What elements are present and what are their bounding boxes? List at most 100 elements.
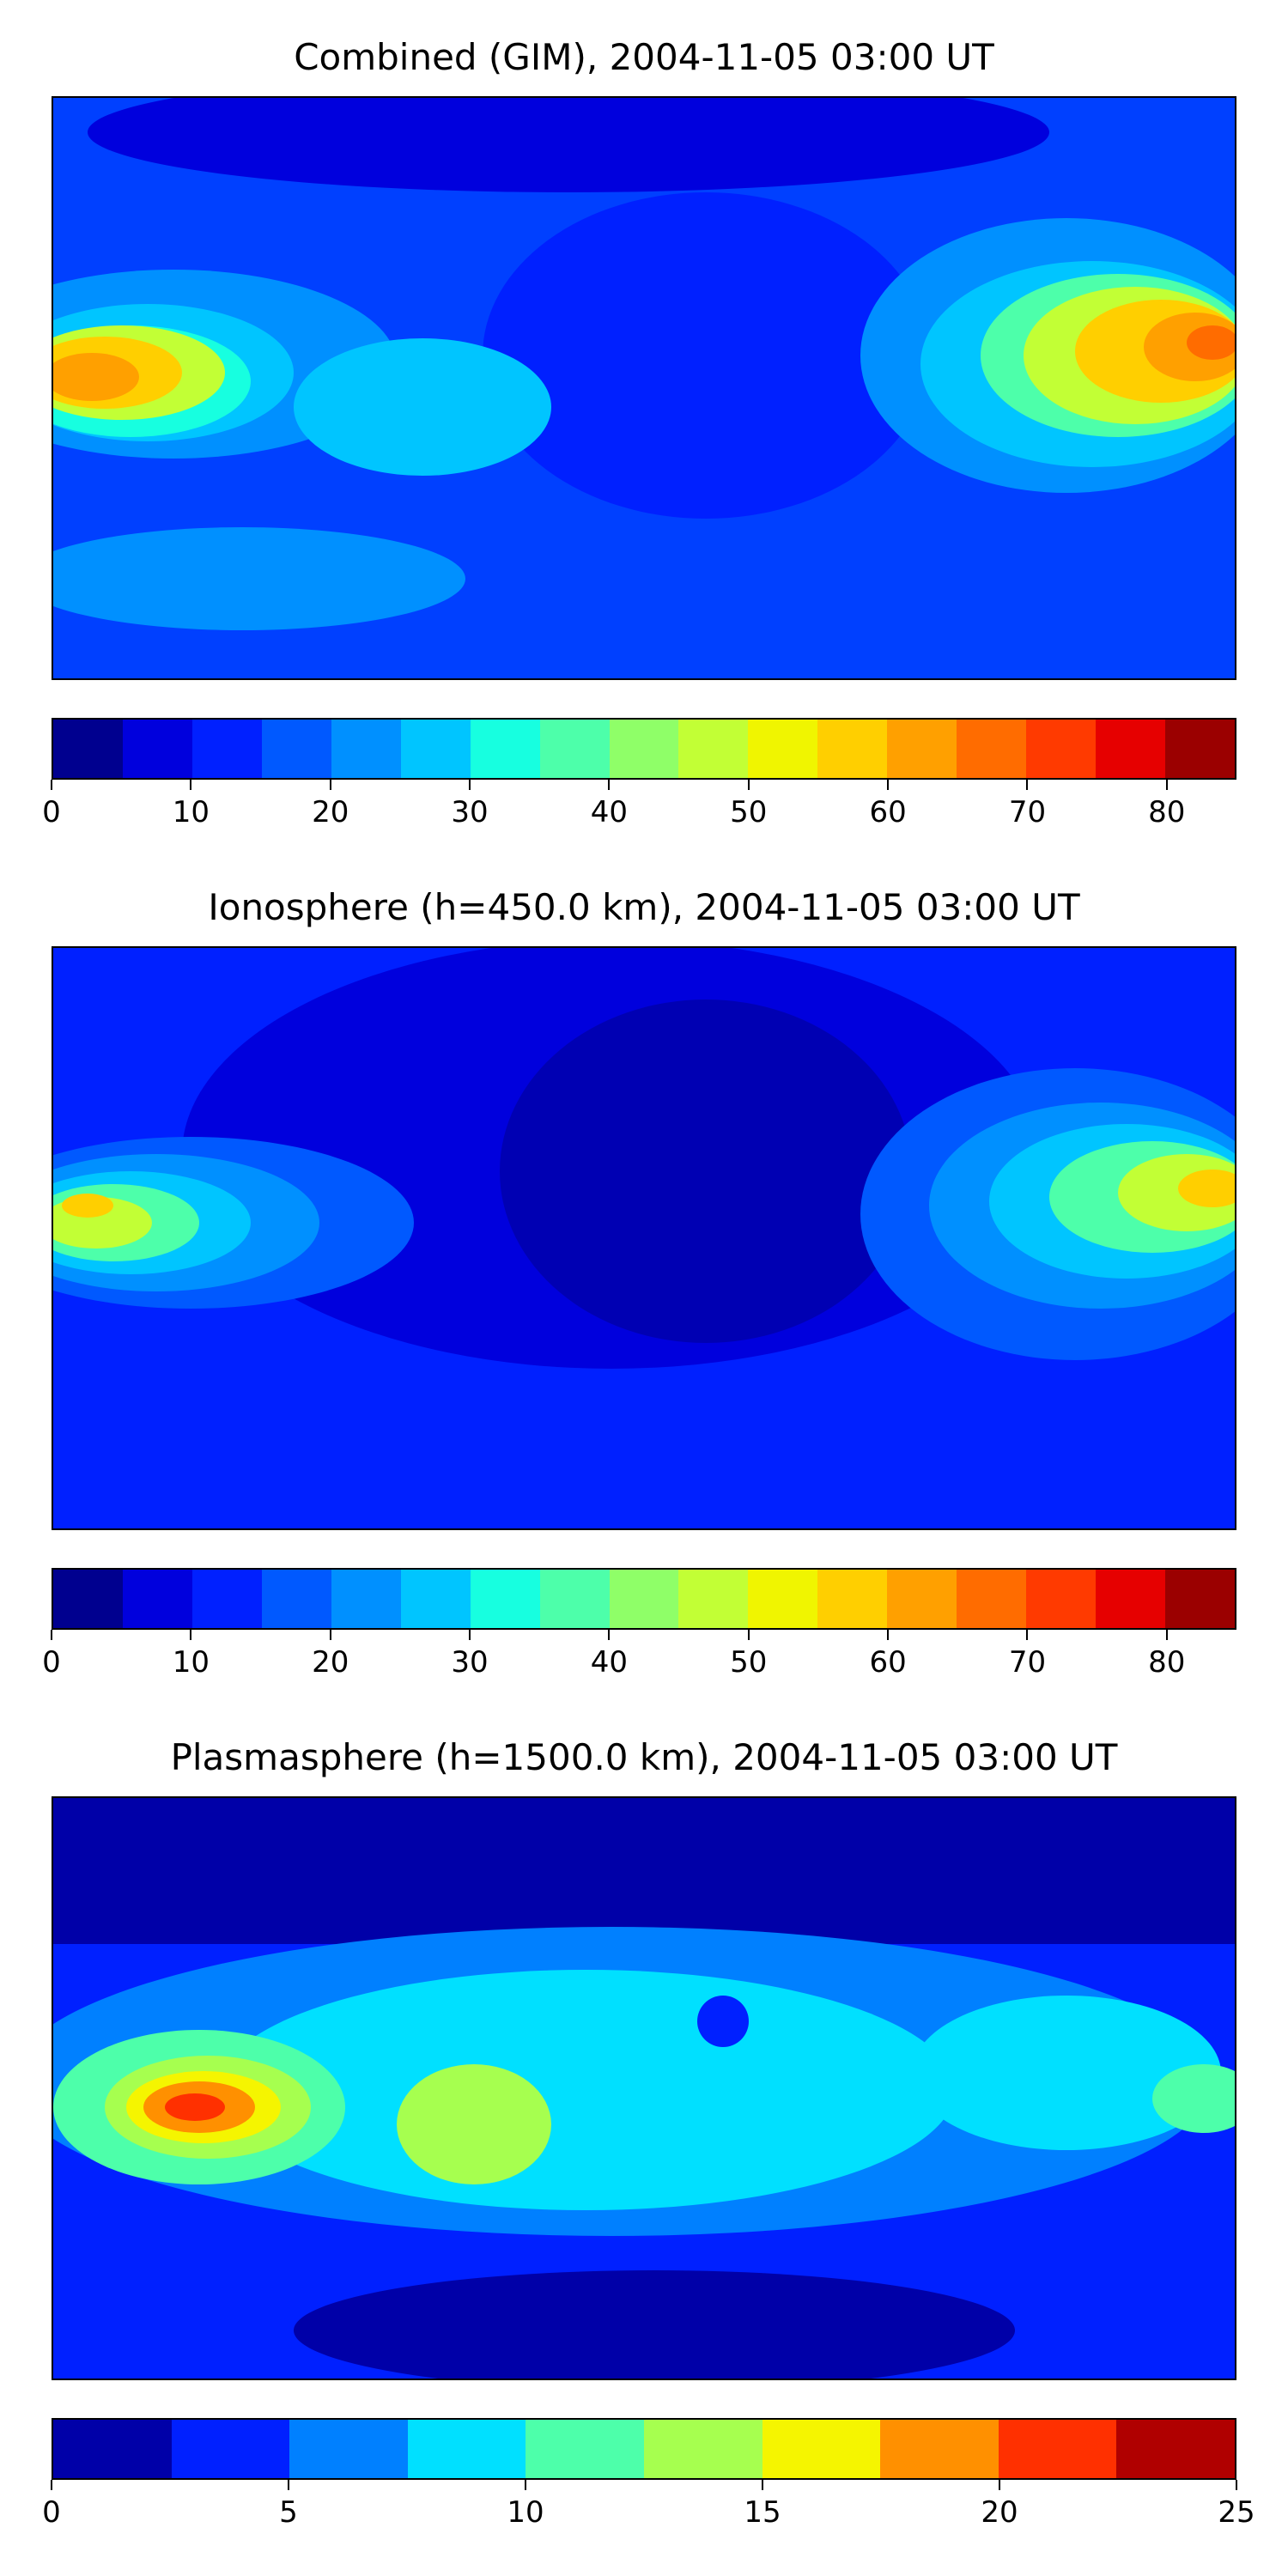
colorbar-tick-label: 30 (451, 1645, 489, 1680)
colorbar-tick-mark (525, 2480, 526, 2490)
tec-contour-map-plasmasphere (53, 1798, 1235, 2379)
map-title-ionosphere: Ionosphere (h=450.0 km), 2004-11-05 03:0… (208, 886, 1080, 928)
colorbar-tick-label: 10 (172, 1645, 210, 1680)
colorbar-tick-mark (51, 780, 52, 790)
colorbar-tick-label: 70 (1008, 1645, 1047, 1680)
colorbar-tick-label: 70 (1008, 795, 1047, 829)
colorbar-segment (678, 720, 749, 778)
colorbar-segment (817, 1570, 888, 1628)
colorbar-segment (1116, 2420, 1235, 2478)
colorbar-tick-mark (190, 780, 192, 790)
colorbar-segment (1096, 720, 1165, 778)
colorbar-tick-label: 80 (1148, 1645, 1186, 1680)
colorbar-tick-label: 20 (981, 2495, 1018, 2530)
colorbar-segment (331, 1570, 401, 1628)
colorbar-tick-label: 80 (1148, 795, 1186, 829)
colorbar-ticks-ionosphere: 0 10 20 30 40 50 60 70 80 (42, 1630, 1236, 1681)
colorbar-segment (1096, 1570, 1165, 1628)
colorbar-tick-mark (288, 2480, 289, 2490)
colorbar-segment (957, 1570, 1027, 1628)
colorbar-tick-mark (190, 1630, 192, 1640)
colorbar-tick-label: 40 (590, 795, 629, 829)
colorbar-segment (887, 720, 957, 778)
colorbar-segment (53, 2420, 172, 2478)
colorbar-segment (1026, 720, 1097, 778)
colorbar-segment (887, 1570, 957, 1628)
colorbar-tick-label: 60 (869, 1645, 907, 1680)
colorbar-segment (609, 1570, 679, 1628)
colorbar-segment (191, 1570, 262, 1628)
tec-contour-map-ionosphere (53, 948, 1235, 1528)
colorbar-segment (261, 720, 331, 778)
map-combined (52, 96, 1236, 680)
colorbar-tick-mark (887, 1630, 890, 1640)
colorbar-tick-label: 0 (42, 795, 61, 829)
colorbar-tick-mark (762, 2480, 763, 2490)
colorbar-tick-mark (51, 2480, 52, 2490)
colorbar-segment (678, 1570, 749, 1628)
colorbar-segment (122, 1570, 192, 1628)
colorbar-tick-mark (329, 780, 331, 790)
colorbar-segment (53, 1570, 123, 1628)
colorbar-tick-label: 50 (730, 1645, 768, 1680)
colorbar-tick-label: 0 (42, 1645, 61, 1680)
tec-contour-map-combined (53, 98, 1235, 678)
map-title-plasmasphere: Plasmasphere (h=1500.0 km), 2004-11-05 0… (170, 1736, 1118, 1778)
colorbar-tick-mark (469, 1630, 471, 1640)
colorbar-tick-label: 0 (42, 2495, 61, 2530)
colorbar-segment (762, 2420, 881, 2478)
colorbar-segment (748, 720, 818, 778)
colorbar-tick-label: 5 (279, 2495, 298, 2530)
colorbar-ticks-combined: 0 10 20 30 40 50 60 70 80 (42, 780, 1236, 831)
colorbar-segment (609, 720, 679, 778)
colorbar-segment (470, 1570, 540, 1628)
colorbar-segment (261, 1570, 331, 1628)
colorbar-tick-label: 20 (312, 795, 349, 829)
colorbar-tick-label: 40 (590, 1645, 629, 1680)
colorbar-segment (331, 720, 401, 778)
colorbar-tick-label: 10 (172, 795, 210, 829)
colorbar-segment (957, 720, 1027, 778)
colorbar-ionosphere (52, 1568, 1236, 1630)
colorbar-segment (1165, 1570, 1235, 1628)
colorbar-segment (1026, 1570, 1097, 1628)
colorbar-tick-mark (608, 1630, 611, 1640)
colorbar-tick-label: 60 (869, 795, 907, 829)
colorbar-tick-mark (329, 1630, 331, 1640)
colorbar-segment (998, 2420, 1117, 2478)
colorbar-tick-mark (1026, 1630, 1029, 1640)
colorbar-tick-mark (887, 780, 890, 790)
colorbar-plasmasphere (52, 2418, 1236, 2480)
colorbar-segment (289, 2420, 408, 2478)
colorbar-tick-mark (1165, 780, 1168, 790)
colorbar-segment (171, 2420, 290, 2478)
colorbar-segment (1165, 720, 1235, 778)
colorbar-tick-label: 25 (1218, 2495, 1255, 2530)
colorbar-tick-mark (1026, 780, 1029, 790)
colorbar-combined (52, 718, 1236, 780)
colorbar-tick-label: 30 (451, 795, 489, 829)
colorbar-segment (539, 1570, 610, 1628)
colorbar-tick-mark (1165, 1630, 1168, 1640)
colorbar-segment (817, 720, 888, 778)
colorbar-tick-label: 50 (730, 795, 768, 829)
colorbar-tick-mark (747, 1630, 750, 1640)
colorbar-segment (191, 720, 262, 778)
colorbar-segment (407, 2420, 526, 2478)
colorbar-tick-mark (747, 780, 750, 790)
map-plasmasphere (52, 1796, 1236, 2380)
colorbar-tick-mark (608, 780, 611, 790)
colorbar-ticks-plasmasphere: 0 5 10 15 20 25 (42, 2480, 1255, 2531)
colorbar-segment (122, 720, 192, 778)
colorbar-segment (643, 2420, 762, 2478)
colorbar-segment (400, 1570, 471, 1628)
map-title-combined: Combined (GIM), 2004-11-05 03:00 UT (294, 36, 994, 78)
colorbar-segment (526, 2420, 644, 2478)
colorbar-segment (539, 720, 610, 778)
map-ionosphere (52, 946, 1236, 1530)
colorbar-segment (400, 720, 471, 778)
colorbar-tick-mark (1236, 2480, 1237, 2490)
colorbar-tick-mark (999, 2480, 1000, 2490)
colorbar-segment (880, 2420, 999, 2478)
colorbar-tick-mark (469, 780, 471, 790)
